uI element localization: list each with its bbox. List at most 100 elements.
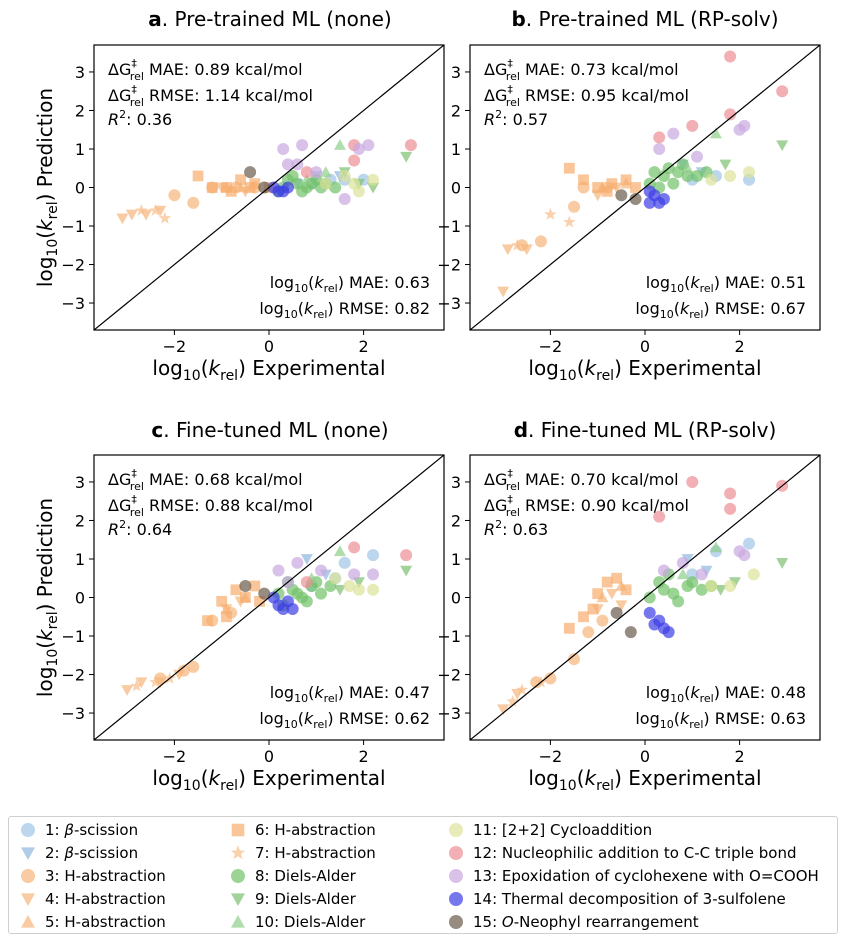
series-7 [135,204,172,224]
legend-item-13: 13: Epoxidation of cyclohexene with O=CO… [445,866,819,886]
series-6 [563,572,632,634]
data-point [724,579,737,592]
data-point [135,677,148,689]
data-point [501,244,514,256]
data-point [296,139,309,152]
data-point [620,584,632,596]
data-point [520,244,533,256]
data-point [776,558,789,569]
legend-item-4: 4: H-abstraction [17,889,166,909]
legend-item-14: 14: Thermal decomposition of 3-sulfolene [445,889,786,909]
y-tick-label: 1 [451,550,461,569]
series-11 [705,166,756,186]
data-point [596,614,609,627]
data-point [362,139,375,152]
data-point [695,583,708,596]
legend-marker-icon [231,893,245,906]
y-tick-label: −1 [61,217,85,236]
y-tick-label: −2 [61,256,85,275]
data-point [506,694,519,707]
data-point [497,286,510,298]
legend-marker-icon [449,869,463,883]
legend-marker-icon [449,915,463,929]
series-15 [244,166,271,194]
y-tick-label: 3 [451,473,461,492]
x-tick-label: −2 [163,747,187,766]
data-point [591,190,604,202]
legend-marker [21,823,35,837]
data-point [168,189,181,202]
data-point [653,510,666,523]
data-point [743,166,756,179]
data-point [578,174,589,186]
data-point [667,127,680,140]
data-point [653,614,666,627]
legend-marker-icon [21,847,35,860]
stat-log-mae: log10(krel) MAE: 0.63 [270,273,430,295]
data-point [610,606,623,619]
data-point [281,595,294,608]
x-tick-label: 0 [640,747,650,766]
legend-marker [21,847,35,860]
data-point [187,660,200,673]
y-tick-label: −3 [437,294,461,313]
parity-line [470,45,820,330]
data-point [404,139,417,152]
data-point [724,487,737,500]
data-point [244,166,257,179]
x-tick-label: 2 [735,747,745,766]
parity-line [94,455,444,740]
data-point [338,169,351,182]
stat-log-rmse: log10(krel) RMSE: 0.82 [259,299,430,321]
legend-marker-icon [21,869,35,883]
y-tick-label: −1 [437,217,461,236]
data-point [534,235,547,248]
legend-item-1: 1: β -scission [17,820,138,840]
data-point [714,584,727,596]
legend-marker-icon [231,915,245,928]
figure: a. Pre-trained ML (none) −2 0 2 −3 −2 −1 0 1 2 3 lo… [33,7,821,794]
data-point [187,196,200,209]
x-axis-label: log10(krel) Experimental [152,356,385,384]
data-point [310,166,323,179]
data-point [686,576,699,589]
y-tick-label: −2 [61,666,85,685]
y-tick-label: 0 [451,589,461,608]
data-point [192,170,204,182]
data-point [300,166,313,179]
data-point [611,572,623,584]
data-point [367,549,380,562]
data-point [315,564,328,577]
stat-dg-rmse: ΔG‡ rel RMSE: 1.14 kcal/mol [108,83,313,109]
data-point [235,174,247,186]
data-point [686,119,699,132]
legend-marker [449,869,463,883]
data-point [776,85,789,98]
data-point [653,142,666,155]
data-point [296,185,309,198]
series-12 [653,50,789,144]
data-point [676,568,689,580]
data-point [691,150,704,163]
series-9 [719,140,789,171]
legend-marker [449,892,463,906]
data-point [258,181,271,194]
data-point [333,545,346,557]
stat-log-mae: log10(krel) MAE: 0.51 [646,273,806,295]
data-point [544,672,557,685]
y-axis-label: log10(krel) Prediction [33,498,61,697]
data-point [249,580,261,592]
series-14 [267,181,294,198]
legend-item-3: 3: H-abstraction [17,866,166,886]
data-point [272,564,285,577]
data-point [258,587,271,600]
series-10 [676,541,722,580]
panel-title: c. Fine-tuned ML (none) [151,418,388,442]
data-point [254,595,265,607]
legend-marker-icon [230,845,246,860]
data-point [606,178,618,190]
data-point [329,181,342,194]
data-point [400,565,413,577]
data-point [705,173,718,186]
data-point [116,213,129,225]
